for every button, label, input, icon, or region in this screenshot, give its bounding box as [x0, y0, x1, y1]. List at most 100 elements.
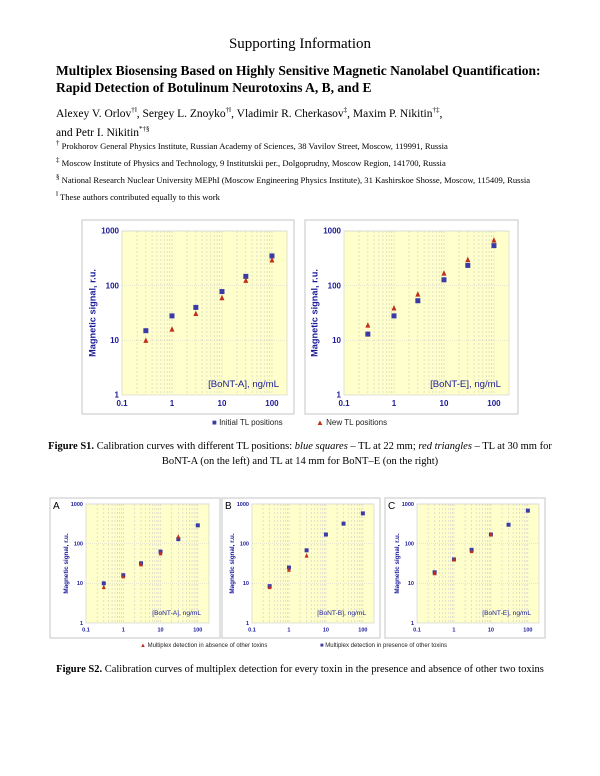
plot-area [416, 503, 540, 624]
author: Alexey V. Orlov†ǁ, [56, 106, 143, 120]
y-tick-label: 1000 [402, 502, 414, 508]
y-tick-label: 100 [240, 542, 249, 548]
data-point-square [101, 581, 106, 586]
data-point-triangle [101, 584, 106, 590]
y-tick-label: 1 [411, 621, 414, 627]
data-point-square [176, 537, 181, 542]
data-point-square [415, 298, 421, 304]
data-point-square [143, 328, 149, 334]
affiliation: † Prokhorov General Physics Institute, R… [56, 139, 448, 151]
data-point-square [243, 273, 249, 279]
y-tick-label: 10 [77, 581, 83, 587]
legend-absence: ▲ Multiplex detection in absence of othe… [140, 643, 268, 649]
data-point-triangle [432, 570, 437, 576]
data-point-square [506, 522, 511, 527]
x-tick-label: 100 [523, 628, 532, 634]
plot-area [121, 230, 288, 396]
x-tick-label: 10 [440, 399, 449, 408]
x-tick-label: 1 [170, 399, 175, 408]
x-tick-label: 1 [287, 628, 290, 634]
y-axis-label: Magnetic signal, r.u. [63, 533, 70, 594]
y-tick-label: 1000 [101, 227, 119, 236]
legend-new-tl: ▲ New TL positions [316, 418, 388, 427]
y-axis-label: Magnetic signal, r.u. [229, 533, 236, 594]
panel-label: C [388, 501, 395, 512]
y-axis-label: Magnetic signal, r.u. [394, 533, 401, 594]
x-tick-label: 0.1 [248, 628, 256, 634]
data-point-square [491, 243, 497, 249]
data-point-triangle [193, 310, 199, 316]
y-tick-label: 100 [405, 542, 414, 548]
data-point-triangle [491, 237, 497, 243]
x-tick-label: 0.1 [116, 399, 128, 408]
chart-annotation: [BoNT-B], ng/mL [317, 610, 366, 617]
figure-s1-caption: Figure S1. Calibration curves with diffe… [48, 441, 552, 467]
y-axis-label: Magnetic signal, r.u. [310, 269, 320, 357]
x-tick-label: 0.1 [413, 628, 421, 634]
data-point-triangle [243, 277, 249, 283]
y-tick-label: 1 [246, 621, 249, 627]
plot-area [85, 503, 210, 624]
x-tick-label: 0.1 [338, 399, 350, 408]
affiliation: ǁ These authors contributed equally to t… [56, 189, 220, 202]
paper-title: Multiplex Biosensing Based on Highly Sen… [56, 63, 541, 95]
x-tick-label: 0.1 [82, 628, 90, 634]
panel-label: B [225, 501, 232, 512]
x-tick-label: 100 [358, 628, 367, 634]
data-point-triangle [286, 567, 291, 572]
x-tick-label: 100 [265, 399, 279, 408]
data-point-triangle [139, 561, 144, 567]
data-point-triangle [415, 291, 421, 297]
figure-s2-caption: Figure S2. Calibration curves of multipl… [56, 664, 544, 675]
x-tick-label: 10 [157, 628, 163, 634]
data-point-square [341, 521, 346, 526]
x-tick-label: 1 [122, 628, 125, 634]
data-point-square [323, 532, 328, 537]
affiliation: § National Research Nuclear University M… [56, 172, 531, 185]
plot-area [251, 503, 375, 624]
author-list: Alexey V. Orlov†ǁ, Sergey L. Znoyko†ǁ, V… [56, 103, 576, 141]
y-axis-label: Magnetic signal, r.u. [88, 269, 98, 357]
data-point-square [465, 262, 471, 268]
data-point-triangle [365, 322, 371, 328]
data-point-square [525, 508, 530, 513]
data-point-triangle [391, 305, 397, 311]
data-point-triangle [169, 326, 175, 332]
x-tick-label: 10 [488, 628, 494, 634]
author: Maxim P. Nikitin†‡, [352, 106, 443, 120]
data-point-triangle [304, 553, 309, 558]
chart-annotation: [BoNT-E], ng/mL [430, 379, 502, 390]
data-point-triangle [267, 584, 272, 590]
data-point-square [269, 253, 275, 259]
data-point-triangle [269, 256, 275, 263]
chart-annotation: [BoNT-A], ng/mL [208, 379, 280, 390]
x-tick-label: 1 [452, 628, 455, 634]
data-point-square [391, 313, 397, 319]
y-tick-label: 10 [408, 581, 414, 587]
affiliations: † Prokhorov General Physics Institute, R… [56, 137, 576, 204]
data-point-triangle [488, 532, 493, 537]
data-point-square [365, 331, 371, 337]
legend-initial-tl: ■ Initial TL positions [212, 418, 283, 427]
affiliation: ‡ Moscow Institute of Physics and Techno… [56, 155, 446, 168]
panel-label: A [53, 501, 60, 512]
data-point-triangle [143, 337, 149, 343]
x-tick-label: 10 [218, 399, 227, 408]
author: Sergey L. Znoyko†ǁ, [142, 106, 237, 120]
supporting-information-heading: Supporting Information [228, 36, 372, 52]
data-point-triangle [441, 270, 447, 276]
y-tick-label: 10 [332, 336, 341, 345]
y-tick-label: 1 [80, 621, 83, 627]
data-point-triangle [469, 548, 474, 554]
y-tick-label: 100 [106, 281, 120, 290]
y-tick-label: 10 [243, 581, 249, 587]
y-tick-label: 1 [115, 391, 120, 400]
data-point-square [304, 548, 309, 553]
data-point-square [195, 523, 200, 528]
